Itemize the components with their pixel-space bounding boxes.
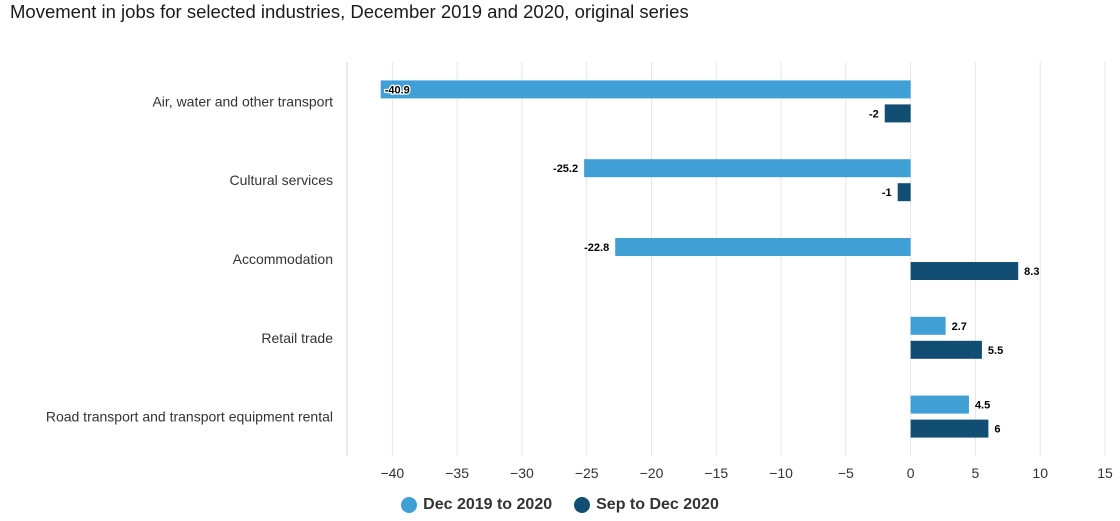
- legend-item-series-1[interactable]: Dec 2019 to 2020: [401, 496, 552, 514]
- legend-marker-series-2: [574, 497, 591, 513]
- data-label: 5.5: [988, 345, 1003, 357]
- bar: [910, 395, 969, 414]
- x-tick-label: −25: [575, 465, 599, 481]
- bar: [380, 80, 911, 99]
- legend-item-series-2[interactable]: Sep to Dec 2020: [574, 496, 719, 514]
- x-tick-label: 5: [972, 465, 980, 481]
- bar-chart: −40 −35 −30 −25 −20 −15 −10 −5 0 5 10 15 Air, water …: [46, 62, 1113, 481]
- data-label: -25.2: [553, 163, 578, 175]
- category-label: Air, water and other transport: [152, 93, 333, 109]
- data-label: -40.9: [385, 84, 410, 96]
- category-label: Cultural services: [230, 172, 333, 188]
- legend: Dec 2019 to 2020 Sep to Dec 2020: [0, 496, 1120, 514]
- x-tick-label: −35: [445, 465, 469, 481]
- data-label: -22.8: [584, 242, 609, 254]
- data-label: 8.3: [1024, 266, 1039, 278]
- x-tick-label: −20: [640, 465, 664, 481]
- bar: [910, 262, 1019, 280]
- chart-title: Movement in jobs for selected industries…: [10, 1, 689, 22]
- bar: [584, 159, 911, 178]
- legend-label-series-2: Sep to Dec 2020: [596, 496, 719, 513]
- x-tick-label: 10: [1032, 465, 1048, 481]
- x-tick-label: −15: [704, 465, 728, 481]
- legend-marker-series-1: [401, 497, 418, 513]
- bar: [884, 104, 911, 123]
- data-label: -2: [869, 108, 879, 120]
- data-label: -1: [882, 187, 892, 199]
- category-label: Accommodation: [233, 251, 333, 267]
- bar: [615, 238, 911, 256]
- bar: [910, 316, 946, 335]
- x-tick-label: 0: [907, 465, 915, 481]
- category-label: Road transport and transport equipment r…: [46, 409, 333, 425]
- bar: [910, 419, 989, 438]
- x-tick-label: −30: [510, 465, 534, 481]
- x-tick-label: 15: [1097, 465, 1113, 481]
- data-label: 2.7: [952, 321, 967, 333]
- bar: [897, 183, 911, 202]
- x-tick-label: −40: [380, 465, 404, 481]
- bar: [910, 340, 982, 359]
- category-label: Retail trade: [261, 330, 333, 346]
- x-tick-label: −5: [838, 465, 854, 481]
- data-label: 4.5: [975, 400, 990, 412]
- data-label: 6: [994, 424, 1000, 436]
- x-tick-label: −10: [769, 465, 793, 481]
- legend-label-series-1: Dec 2019 to 2020: [423, 496, 553, 513]
